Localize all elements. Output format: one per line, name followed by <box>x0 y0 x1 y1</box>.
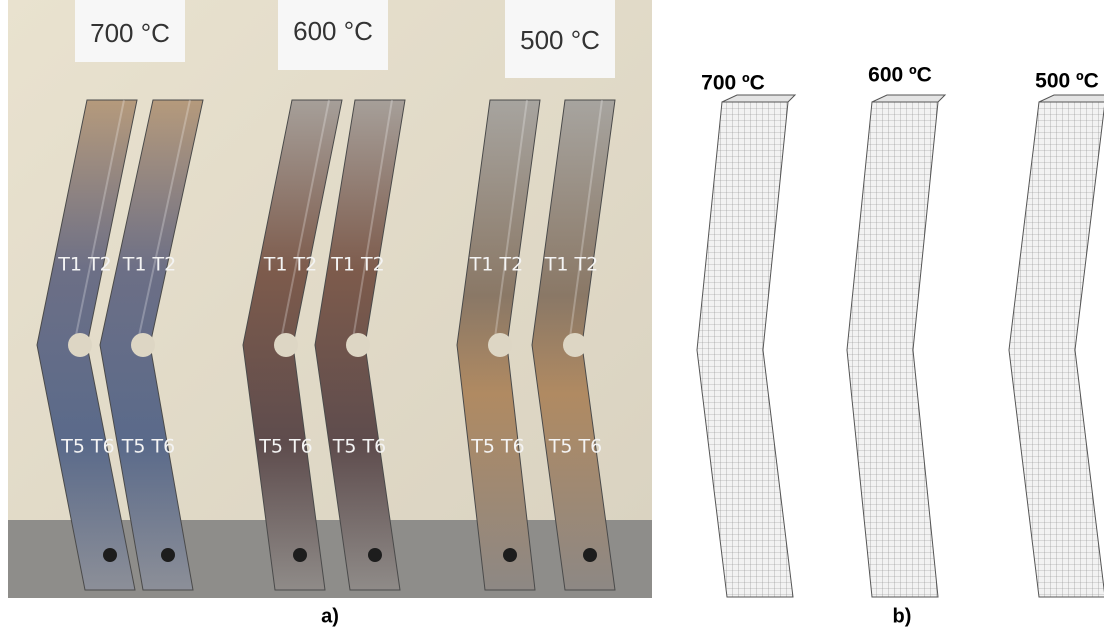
fe-mesh-top <box>872 95 945 102</box>
hole <box>293 548 307 562</box>
temperature-sign: 700 °C <box>90 18 170 48</box>
tube-mark: T1 T2 <box>263 254 317 276</box>
notch <box>274 333 298 357</box>
notch <box>131 333 155 357</box>
caption: b) <box>893 605 912 627</box>
model-label: 500 ºC <box>1035 70 1099 93</box>
figure: T1 T2 T5 T6 T1 T2 T5 T6 T1 T2 T5 T6 T1 T2 T5 T6… <box>0 0 1104 633</box>
model-label: 600 ºC <box>868 64 932 87</box>
temperature-sign: 600 °C <box>293 16 373 46</box>
fe-mesh <box>1009 102 1104 597</box>
tube-mark: T5 T6 <box>258 436 312 458</box>
hole <box>103 548 117 562</box>
notch <box>346 333 370 357</box>
tube-mark: T1 T2 <box>469 254 523 276</box>
photo: T1 T2 T5 T6 T1 T2 T5 T6 T1 T2 T5 T6 T1 T2 T5 T6… <box>8 0 652 598</box>
tube-mark: T5 T6 <box>121 436 175 458</box>
notch <box>68 333 92 357</box>
tube-mark: T1 T2 <box>544 254 598 276</box>
fe-mesh-top <box>722 95 795 102</box>
tube-mark: T1 T2 <box>57 254 111 276</box>
notch <box>488 333 512 357</box>
caption: a) <box>321 605 339 627</box>
tube-mark: T5 T6 <box>332 436 386 458</box>
fe-mesh <box>697 102 793 597</box>
notch <box>563 333 587 357</box>
fe-mesh-top <box>1039 95 1104 102</box>
tube-mark: T5 T6 <box>60 436 114 458</box>
model-label: 700 ºC <box>701 72 765 95</box>
hole <box>368 548 382 562</box>
tube-mark: T5 T6 <box>470 436 524 458</box>
fe-models <box>697 95 1104 597</box>
tube-mark: T1 T2 <box>122 254 176 276</box>
tube-mark: T1 T2 <box>330 254 384 276</box>
fe-mesh <box>847 102 938 597</box>
hole <box>161 548 175 562</box>
temperature-sign: 500 °C <box>520 25 600 55</box>
hole <box>503 548 517 562</box>
hole <box>583 548 597 562</box>
tube-mark: T5 T6 <box>548 436 602 458</box>
